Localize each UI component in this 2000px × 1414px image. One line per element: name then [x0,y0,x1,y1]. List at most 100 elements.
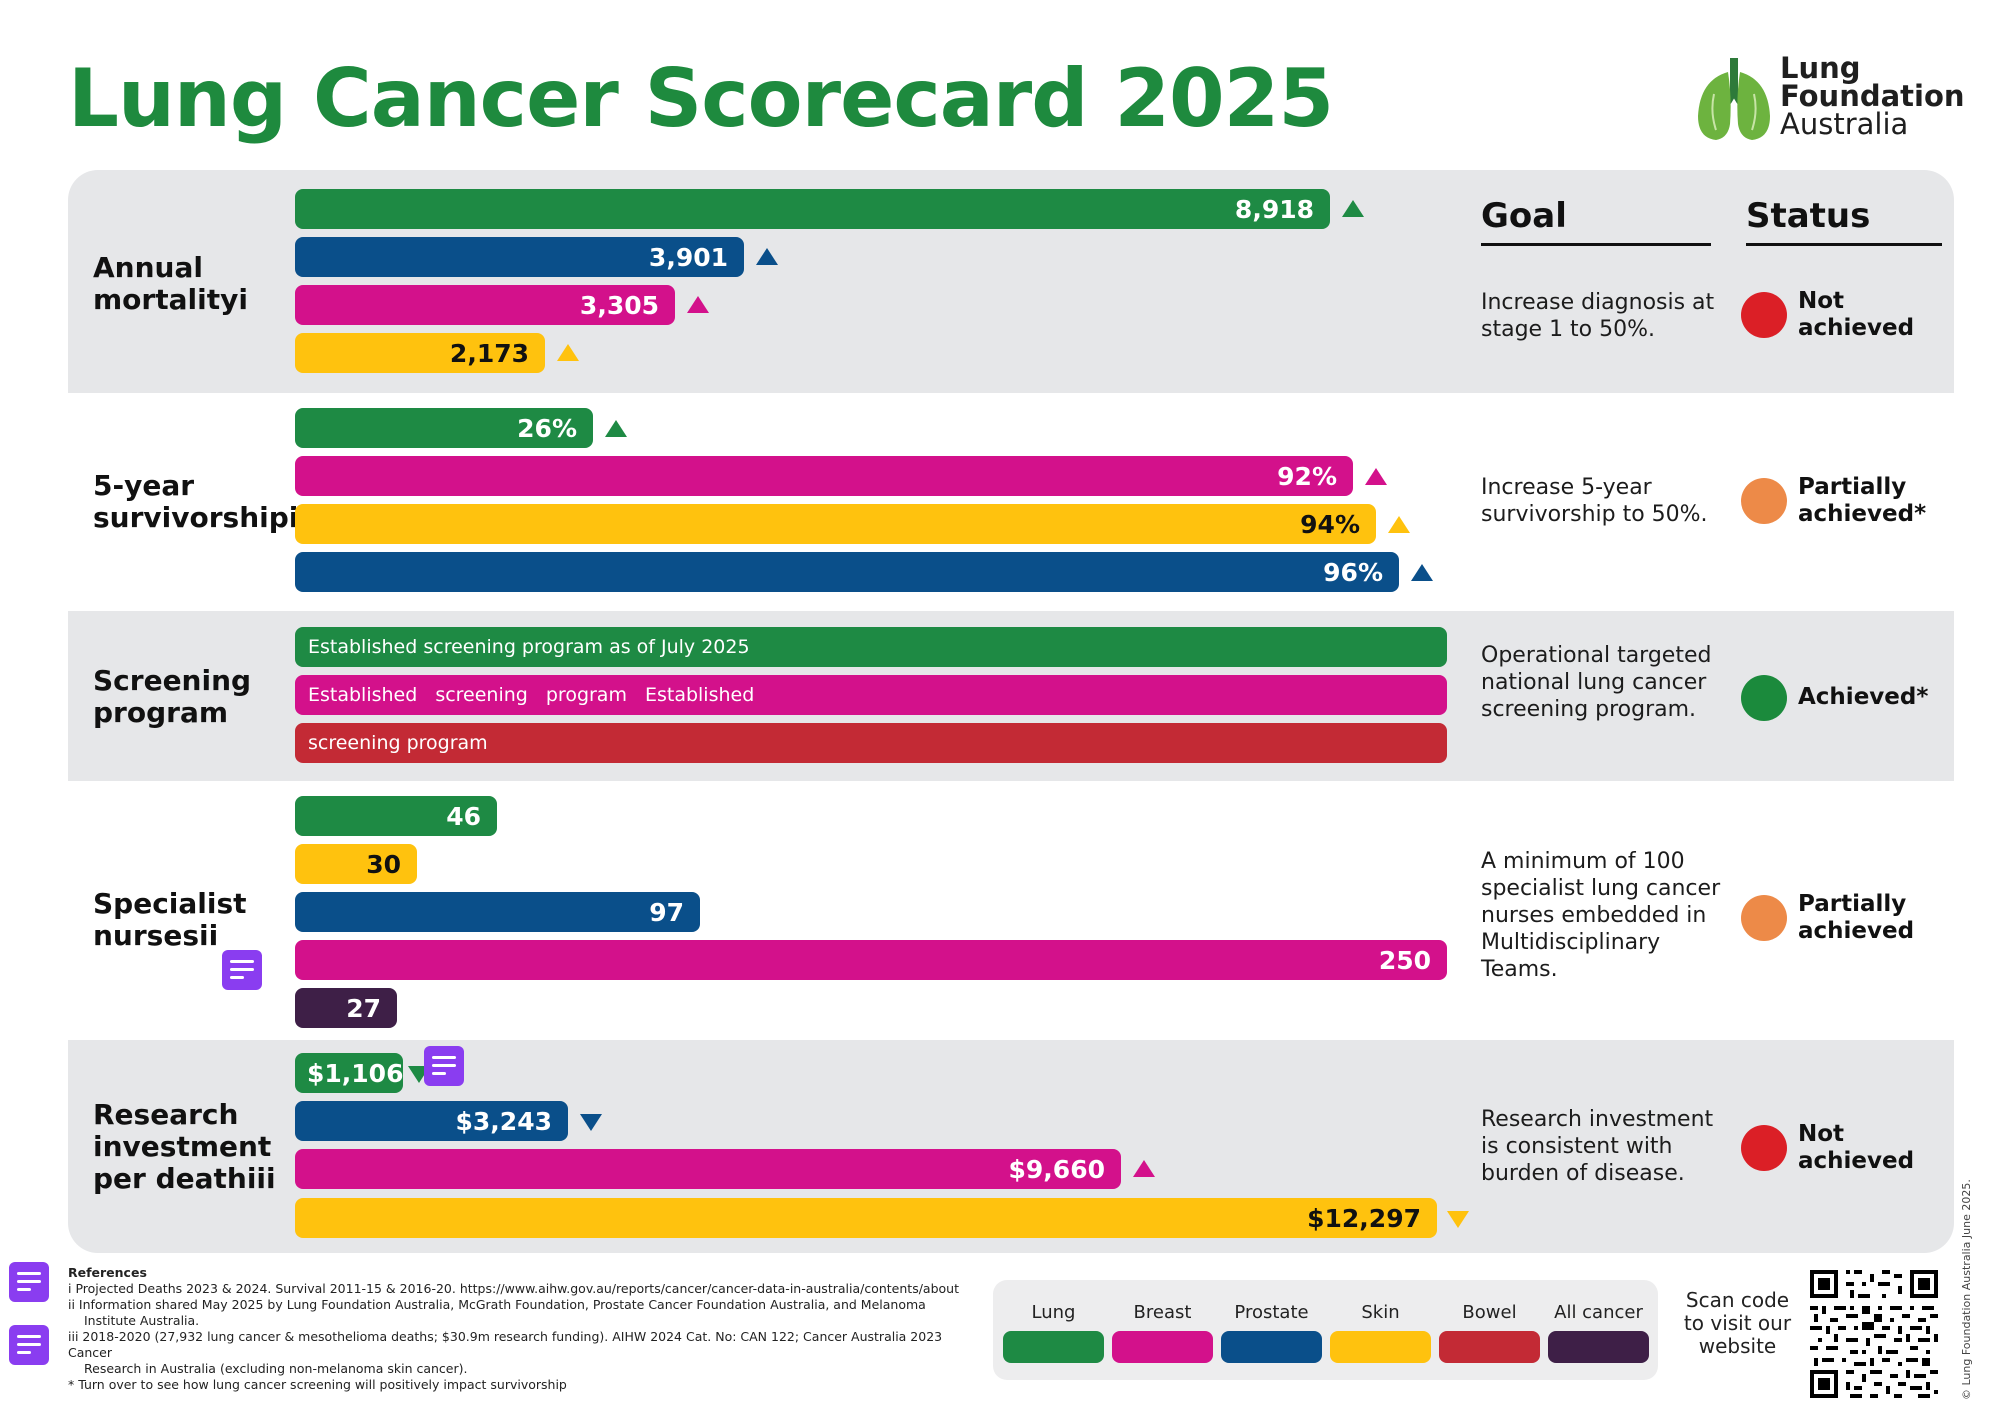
lung-foundation-logo[interactable]: Lung Foundation Australia [1694,54,1965,146]
legend-label: Prostate [1234,1302,1309,1323]
status-line: achieved* [1798,501,1927,527]
row-label-specialist-nurses: Specialist nursesii [93,888,293,952]
bar-nurses-all-cancer: 27 [295,988,397,1028]
status-text-mortality: Not achieved [1798,288,1914,342]
status-dot-orange [1741,478,1787,524]
reference-line: ii Information shared May 2025 by Lung F… [68,1297,926,1312]
bar-nurses-prostate: 97 [295,892,700,932]
bar-research-breast: $9,660 [295,1149,1121,1189]
logo-line-1: Lung [1780,51,1861,85]
legend-item-prostate: Prostate [1221,1280,1322,1363]
logo-line-2: Foundation [1780,79,1965,113]
bar-survivorship-prostate: 96% [295,552,1399,592]
page-title: Lung Cancer Scorecard 2025 [68,52,1334,145]
status-text-research: Not achieved [1798,1121,1914,1175]
status-text-survivorship: Partially achieved* [1798,474,1926,528]
qr-caption-line: website [1698,1334,1777,1358]
reference-line: i Projected Deaths 2023 & 2024. Survival… [68,1281,959,1296]
row-label-survivorship: 5-year survivorshipi [93,469,299,534]
comment-icon[interactable] [9,1325,49,1365]
references-heading: References [68,1265,147,1280]
bar-survivorship-breast: 92% [295,456,1353,496]
row-label-line: investment [93,1130,272,1163]
trend-down-icon [580,1114,602,1131]
goal-text-survivorship: Increase 5-year survivorship to 50%. [1481,475,1708,527]
goal-text-screening: Operational targeted national lung cance… [1481,643,1712,722]
bar-screening-lung: Established screening program as of July… [295,627,1447,667]
row-label-line: Specialist [93,887,247,920]
goal-header: Goal [1481,196,1567,236]
legend-swatch [1221,1331,1322,1363]
bar-survivorship-skin: 94% [295,504,1376,544]
row-label-line: per deathiii [93,1162,276,1195]
comment-icon[interactable] [424,1046,464,1086]
status-line: Partially [1798,891,1907,917]
legend-label: Lung [1031,1302,1076,1323]
status-dot-red [1741,1125,1787,1171]
reference-line: Institute Australia. [84,1313,200,1328]
status-line: Achieved* [1798,684,1929,710]
goal-text-mortality: Increase diagnosis at stage 1 to 50%. [1481,290,1715,342]
status-line: Partially [1798,474,1907,500]
bar-mortality-lung: 8,918 [295,189,1330,229]
status-dot-red [1741,292,1787,338]
row-label-screening: Screening program [93,665,293,729]
legend-item-breast: Breast [1112,1280,1213,1363]
bar-word: Established [308,684,418,706]
legend-swatch [1003,1331,1104,1363]
bar-word: Established [644,684,755,706]
legend-swatch [1439,1331,1540,1363]
trend-up-icon [756,248,778,265]
goal-header-rule [1481,243,1711,246]
bar-research-lung: $1,106 [295,1053,403,1093]
legend-swatch [1330,1331,1431,1363]
lungs-icon [1698,58,1770,140]
row-label-line: program [93,696,229,729]
row-label-line: survivorshipi [93,501,299,534]
legend: Lung Breast Prostate Skin Bowel All canc… [993,1280,1658,1380]
goal-text-nurses: A minimum of 100 specialist lung cancer … [1481,849,1721,982]
row-label-line: mortalityi [93,283,248,316]
status-line: Not [1798,1121,1845,1147]
reference-line: iii 2018-2020 (27,932 lung cancer & meso… [68,1329,943,1360]
bar-nurses-lung: 46 [295,796,497,836]
row-label-line: 5-year [93,469,195,502]
legend-swatch [1112,1331,1213,1363]
bar-word: screening [435,684,528,706]
trend-down-icon [1447,1211,1469,1228]
bar-nurses-breast: 250 [295,940,1447,980]
qr-caption-line: Scan code [1685,1288,1790,1312]
status-header-rule [1746,243,1942,246]
legend-label: Skin [1361,1302,1400,1323]
qr-caption-line: to visit our [1683,1311,1792,1335]
status-text-nurses: Partially achieved [1798,891,1914,945]
qr-code[interactable] [1810,1270,1938,1398]
status-header: Status [1746,196,1871,236]
trend-up-icon [687,296,709,313]
trend-up-icon [1388,516,1410,533]
trend-up-icon [1342,200,1364,217]
logo-wordmark: Lung Foundation Australia [1780,51,1965,141]
row-label-line: Research [93,1098,239,1131]
trend-up-icon [1365,468,1387,485]
comment-icon[interactable] [222,950,262,990]
legend-item-skin: Skin [1330,1280,1431,1363]
goal-text-research: Research investment is consistent with b… [1481,1107,1714,1186]
status-dot-green [1741,675,1787,721]
legend-item-lung: Lung [1003,1280,1104,1363]
comment-icon[interactable] [9,1262,49,1302]
status-line: achieved [1798,918,1915,944]
row-label-line: Annual [93,251,203,284]
copyright-text: © Lung Foundation Australia June 2025. [1960,1179,1973,1400]
row-label-research-investment: Research investment per deathiii [93,1099,293,1195]
bar-nurses-skin: 30 [295,844,417,884]
trend-up-icon [1411,564,1433,581]
bar-mortality-skin: 2,173 [295,333,545,373]
row-label-annual-mortality: Annual mortalityi [93,252,293,316]
trend-up-icon [1133,1160,1155,1177]
legend-item-all-cancer: All cancer [1548,1280,1649,1363]
qr-caption: Scan code to visit our website [1680,1289,1795,1358]
logo-line-3: Australia [1780,107,1909,141]
legend-swatch [1548,1331,1649,1363]
bar-research-skin: $12,297 [295,1198,1437,1238]
